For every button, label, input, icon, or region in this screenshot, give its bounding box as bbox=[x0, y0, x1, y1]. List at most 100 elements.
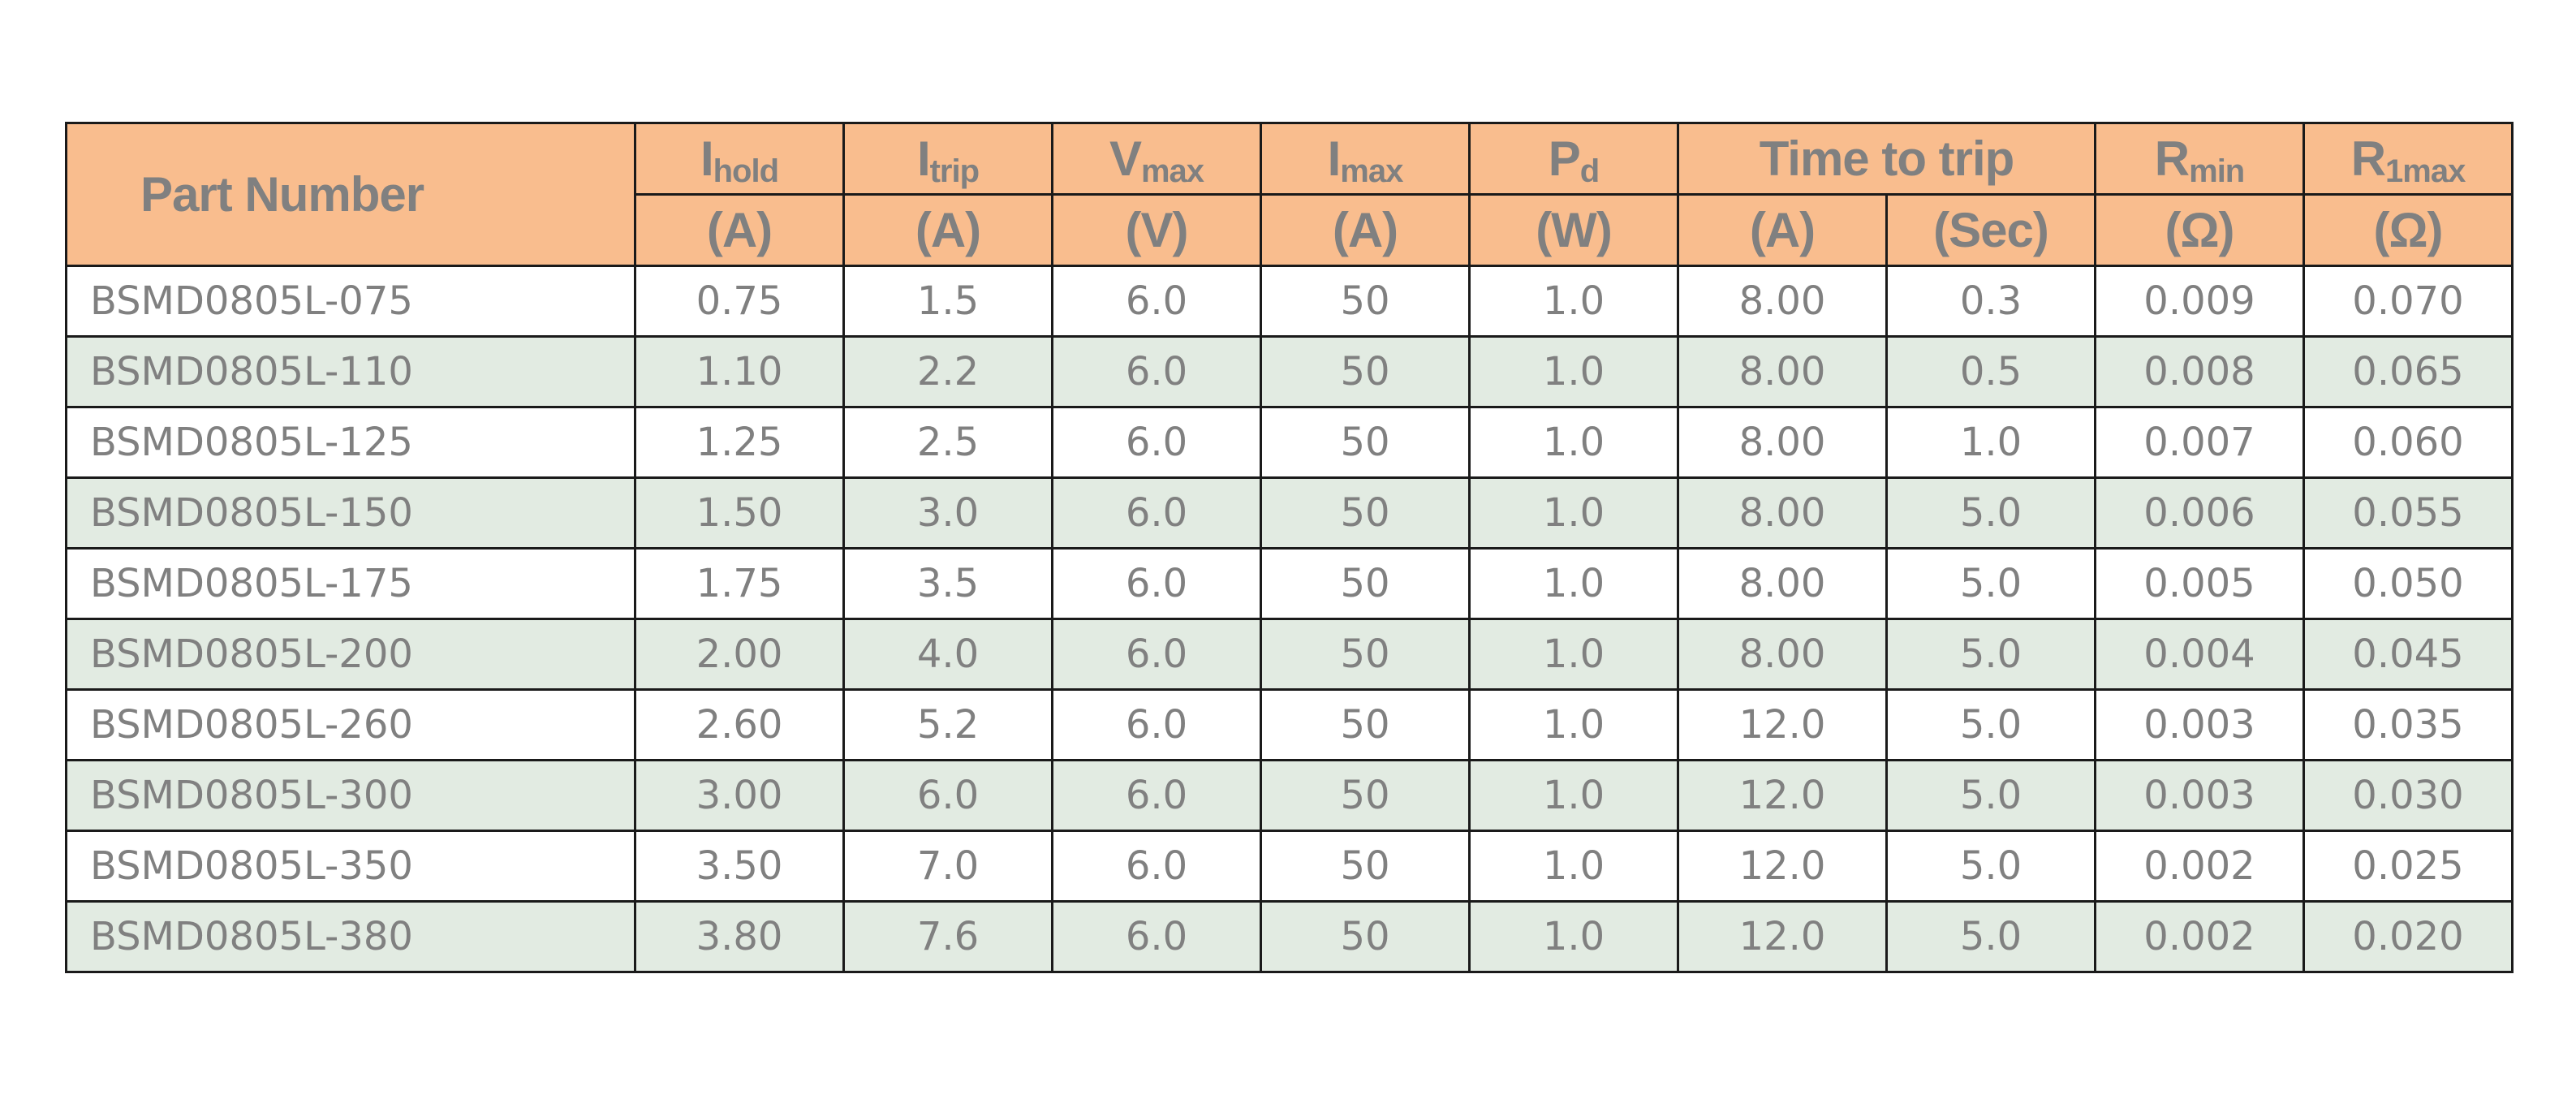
table-row: BSMD0805L-380 3.80 7.6 6.0 50 1.0 12.0 5.0 0.002… bbox=[65, 900, 2514, 973]
header-ihold: Ihold bbox=[634, 122, 845, 196]
cell-itrip: 3.0 bbox=[842, 476, 1053, 550]
cell-trip-current: 12.0 bbox=[1677, 900, 1888, 973]
cell-itrip: 7.0 bbox=[842, 830, 1053, 903]
cell-pd: 1.0 bbox=[1468, 830, 1679, 903]
cell-part-number: BSMD0805L-200 bbox=[65, 618, 636, 691]
cell-r1max: 0.045 bbox=[2302, 618, 2514, 691]
cell-r1max: 0.030 bbox=[2302, 759, 2514, 832]
cell-rmin: 0.009 bbox=[2094, 265, 2306, 338]
cell-trip-time: 5.0 bbox=[1885, 830, 2097, 903]
cell-vmax: 6.0 bbox=[1051, 406, 1262, 479]
header-row-units: (A) (A) (V) (A) (W) (A) (Sec) (Ω) (Ω) bbox=[67, 193, 2514, 267]
header-rmin: Rmin bbox=[2094, 122, 2306, 196]
header-r1max-sub: 1max bbox=[2385, 153, 2466, 189]
cell-part-number: BSMD0805L-260 bbox=[65, 688, 636, 761]
cell-r1max: 0.070 bbox=[2302, 265, 2514, 338]
header-part-number: Part Number bbox=[65, 122, 636, 267]
table-row: BSMD0805L-300 3.00 6.0 6.0 50 1.0 12.0 5.0 0.003… bbox=[65, 759, 2514, 832]
cell-r1max: 0.035 bbox=[2302, 688, 2514, 761]
cell-vmax: 6.0 bbox=[1051, 265, 1262, 338]
header-itrip-main: I bbox=[916, 131, 931, 186]
cell-pd: 1.0 bbox=[1468, 900, 1679, 973]
cell-pd: 1.0 bbox=[1468, 476, 1679, 550]
header-r1max: R1max bbox=[2302, 122, 2514, 196]
cell-r1max: 0.065 bbox=[2302, 335, 2514, 408]
cell-itrip: 6.0 bbox=[842, 759, 1053, 832]
cell-vmax: 6.0 bbox=[1051, 830, 1262, 903]
cell-itrip: 2.5 bbox=[842, 406, 1053, 479]
spec-table: Part Number Ihold Itrip Vmax Imax Pd Tim… bbox=[65, 122, 2514, 973]
table-row: BSMD0805L-150 1.50 3.0 6.0 50 1.0 8.00 5.0 0.006… bbox=[65, 476, 2514, 550]
table-body: BSMD0805L-075 0.75 1.5 6.0 50 1.0 8.00 0.3 0.009… bbox=[65, 265, 2514, 973]
table-row: BSMD0805L-350 3.50 7.0 6.0 50 1.0 12.0 5.0 0.002… bbox=[65, 830, 2514, 903]
cell-vmax: 6.0 bbox=[1051, 335, 1262, 408]
cell-ihold: 3.00 bbox=[634, 759, 845, 832]
cell-trip-current: 8.00 bbox=[1677, 618, 1888, 691]
header-vmax-sub: max bbox=[1140, 153, 1204, 189]
cell-trip-current: 12.0 bbox=[1677, 830, 1888, 903]
unit-itrip: (A) bbox=[842, 193, 1053, 267]
cell-rmin: 0.003 bbox=[2094, 759, 2306, 832]
table-row: BSMD0805L-200 2.00 4.0 6.0 50 1.0 8.00 5.0 0.004… bbox=[65, 618, 2514, 691]
cell-itrip: 5.2 bbox=[842, 688, 1053, 761]
cell-part-number: BSMD0805L-075 bbox=[65, 265, 636, 338]
cell-ihold: 0.75 bbox=[634, 265, 845, 338]
cell-pd: 1.0 bbox=[1468, 547, 1679, 620]
unit-imax: (A) bbox=[1260, 193, 1471, 267]
cell-ihold: 1.75 bbox=[634, 547, 845, 620]
unit-rmin: (Ω) bbox=[2094, 193, 2306, 267]
cell-ihold: 3.80 bbox=[634, 900, 845, 973]
cell-rmin: 0.003 bbox=[2094, 688, 2306, 761]
cell-part-number: BSMD0805L-350 bbox=[65, 830, 636, 903]
cell-imax: 50 bbox=[1260, 406, 1471, 479]
cell-imax: 50 bbox=[1260, 830, 1471, 903]
cell-trip-time: 5.0 bbox=[1885, 900, 2097, 973]
cell-rmin: 0.002 bbox=[2094, 830, 2306, 903]
cell-rmin: 0.005 bbox=[2094, 547, 2306, 620]
header-ihold-main: I bbox=[700, 131, 714, 186]
cell-ihold: 2.00 bbox=[634, 618, 845, 691]
cell-trip-current: 12.0 bbox=[1677, 759, 1888, 832]
cell-trip-time: 5.0 bbox=[1885, 759, 2097, 832]
header-vmax-main: V bbox=[1109, 131, 1142, 186]
cell-ihold: 3.50 bbox=[634, 830, 845, 903]
cell-part-number: BSMD0805L-380 bbox=[65, 900, 636, 973]
cell-ihold: 1.25 bbox=[634, 406, 845, 479]
header-rmin-sub: min bbox=[2189, 153, 2245, 189]
cell-itrip: 3.5 bbox=[842, 547, 1053, 620]
cell-pd: 1.0 bbox=[1468, 406, 1679, 479]
cell-imax: 50 bbox=[1260, 618, 1471, 691]
cell-rmin: 0.006 bbox=[2094, 476, 2306, 550]
header-pd: Pd bbox=[1468, 122, 1679, 196]
cell-imax: 50 bbox=[1260, 335, 1471, 408]
header-imax-main: I bbox=[1327, 131, 1342, 186]
cell-trip-current: 12.0 bbox=[1677, 688, 1888, 761]
unit-pd: (W) bbox=[1468, 193, 1679, 267]
cell-trip-time: 0.3 bbox=[1885, 265, 2097, 338]
cell-part-number: BSMD0805L-175 bbox=[65, 547, 636, 620]
cell-trip-current: 8.00 bbox=[1677, 335, 1888, 408]
cell-r1max: 0.020 bbox=[2302, 900, 2514, 973]
header-itrip-sub: trip bbox=[929, 153, 980, 189]
cell-trip-current: 8.00 bbox=[1677, 406, 1888, 479]
header-rmin-main: R bbox=[2154, 131, 2190, 186]
unit-time-to-trip-seconds: (Sec) bbox=[1885, 193, 2097, 267]
cell-part-number: BSMD0805L-110 bbox=[65, 335, 636, 408]
cell-rmin: 0.008 bbox=[2094, 335, 2306, 408]
cell-part-number: BSMD0805L-300 bbox=[65, 759, 636, 832]
cell-itrip: 7.6 bbox=[842, 900, 1053, 973]
header-r1max-main: R bbox=[2350, 131, 2386, 186]
cell-r1max: 0.060 bbox=[2302, 406, 2514, 479]
table-header: Part Number Ihold Itrip Vmax Imax Pd Tim… bbox=[65, 122, 2514, 267]
header-time-to-trip: Time to trip bbox=[1676, 122, 2097, 196]
cell-imax: 50 bbox=[1260, 759, 1471, 832]
cell-trip-time: 5.0 bbox=[1885, 476, 2097, 550]
cell-rmin: 0.007 bbox=[2094, 406, 2306, 479]
cell-trip-time: 0.5 bbox=[1885, 335, 2097, 408]
cell-pd: 1.0 bbox=[1468, 265, 1679, 338]
cell-itrip: 2.2 bbox=[842, 335, 1053, 408]
cell-trip-current: 8.00 bbox=[1677, 547, 1888, 620]
table-row: BSMD0805L-125 1.25 2.5 6.0 50 1.0 8.00 1.0 0.007… bbox=[65, 406, 2514, 479]
cell-vmax: 6.0 bbox=[1051, 547, 1262, 620]
cell-trip-time: 5.0 bbox=[1885, 618, 2097, 691]
